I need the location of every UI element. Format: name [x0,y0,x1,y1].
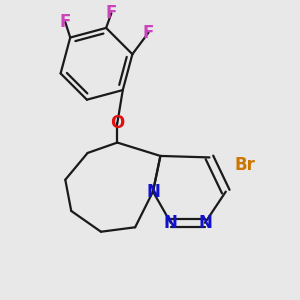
Text: F: F [106,4,117,22]
Text: F: F [143,24,154,42]
Text: Br: Br [235,156,256,174]
Text: O: O [110,114,124,132]
Text: F: F [60,13,71,31]
Text: N: N [164,214,178,232]
Text: N: N [198,214,212,232]
Text: N: N [146,183,160,201]
